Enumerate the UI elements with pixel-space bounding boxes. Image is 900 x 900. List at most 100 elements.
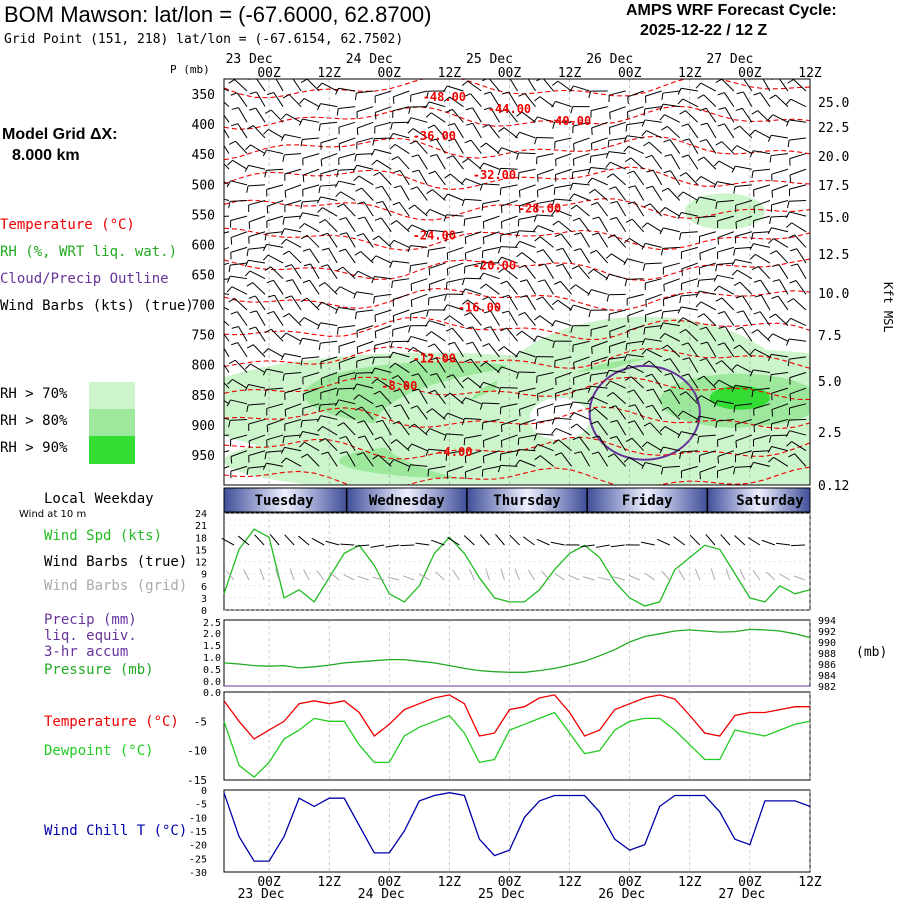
barb-flag bbox=[264, 109, 272, 114]
barb-flag bbox=[461, 199, 465, 207]
wind-barb bbox=[406, 335, 428, 343]
wind-barb bbox=[499, 184, 518, 196]
wind-barb bbox=[280, 353, 302, 361]
wind-barb bbox=[317, 322, 338, 330]
barb-flag bbox=[592, 216, 600, 220]
barb-staff bbox=[417, 373, 428, 389]
barb-staff bbox=[718, 160, 735, 170]
wind-barb bbox=[533, 116, 554, 123]
wind-barb bbox=[659, 103, 680, 111]
wind-barb bbox=[480, 361, 500, 373]
barb-staff bbox=[752, 450, 770, 453]
barb-staff bbox=[284, 353, 302, 358]
barb-staff bbox=[434, 170, 446, 186]
barb-flag bbox=[645, 154, 653, 159]
wind-barb bbox=[461, 299, 482, 311]
barb-flag bbox=[641, 130, 647, 137]
barb-staff bbox=[410, 117, 428, 123]
barb-staff bbox=[482, 418, 500, 424]
barb-staff bbox=[428, 293, 446, 299]
wind-barb bbox=[248, 450, 266, 463]
wind-barb bbox=[788, 403, 807, 415]
barb-staff bbox=[483, 381, 500, 389]
barb-flag bbox=[425, 331, 432, 337]
barb-staff bbox=[682, 98, 699, 108]
grid-barb-staff bbox=[612, 576, 625, 581]
wind-barb bbox=[644, 309, 662, 322]
barb-flag bbox=[357, 216, 365, 220]
barb-staff bbox=[374, 367, 392, 374]
wind-barb bbox=[789, 153, 807, 166]
barb-flag bbox=[338, 362, 341, 370]
temperature-contour bbox=[224, 166, 810, 191]
barb-flag bbox=[592, 435, 600, 439]
pressure-tick: 650 bbox=[192, 268, 215, 283]
wind-barb bbox=[642, 262, 662, 271]
barb-staff bbox=[338, 153, 356, 159]
wind-barb bbox=[302, 248, 320, 264]
barb-staff bbox=[306, 297, 320, 311]
wind-barb bbox=[500, 108, 518, 123]
barb-flag bbox=[679, 232, 682, 240]
barb-staff bbox=[410, 335, 428, 342]
barb-flag bbox=[479, 183, 483, 191]
barb-staff bbox=[356, 372, 374, 374]
barb-staff bbox=[518, 387, 536, 393]
barb-flag bbox=[445, 108, 453, 113]
barb-flag bbox=[699, 253, 701, 261]
wind-barb bbox=[643, 325, 662, 335]
barb-staff bbox=[609, 121, 626, 128]
wind-barb bbox=[537, 387, 554, 401]
barb-staff bbox=[346, 232, 356, 248]
wind-barb bbox=[767, 446, 789, 453]
barb-staff bbox=[253, 125, 266, 139]
barb-flag bbox=[390, 122, 393, 130]
barb-staff bbox=[699, 465, 717, 473]
wind-barb bbox=[266, 434, 284, 447]
barb-flag bbox=[318, 123, 321, 131]
wind-barb bbox=[228, 199, 248, 209]
wind-barb bbox=[663, 358, 681, 373]
barb-staff bbox=[760, 295, 771, 311]
barb-staff bbox=[717, 274, 734, 280]
wind-barb bbox=[554, 233, 572, 248]
barb-staff bbox=[741, 107, 753, 123]
barb-staff bbox=[626, 121, 644, 126]
wind-barb bbox=[789, 372, 807, 385]
barb-staff bbox=[680, 87, 698, 92]
barb-staff bbox=[706, 122, 717, 139]
barb-staff bbox=[248, 403, 266, 406]
grid-wind-barb bbox=[289, 568, 295, 581]
barb-flag bbox=[659, 227, 664, 235]
barb-flag bbox=[515, 131, 520, 139]
wind-barb bbox=[713, 379, 735, 389]
wind-barb bbox=[659, 322, 680, 330]
wind-barb bbox=[753, 418, 771, 433]
barb-staff bbox=[411, 443, 428, 452]
barb-flag bbox=[718, 326, 726, 329]
wind-barb bbox=[356, 356, 374, 369]
barb-flag bbox=[551, 417, 556, 425]
wind-barb bbox=[226, 275, 248, 283]
barb-staff bbox=[773, 456, 789, 467]
barb-staff bbox=[447, 465, 464, 473]
barb-staff bbox=[705, 107, 717, 123]
wind-barb bbox=[446, 465, 464, 479]
barb-staff bbox=[742, 91, 753, 107]
wind-barb bbox=[249, 310, 266, 326]
barb-staff bbox=[356, 137, 374, 143]
barb-flag bbox=[641, 441, 648, 448]
barb-staff bbox=[338, 387, 356, 390]
barb-flag bbox=[771, 190, 774, 198]
weekday-label: Wednesday bbox=[369, 493, 445, 509]
barb-staff bbox=[544, 279, 554, 295]
barb-flag bbox=[609, 435, 617, 439]
barb-flag bbox=[785, 338, 790, 346]
barb-staff bbox=[435, 138, 446, 154]
grid-barb-staff bbox=[582, 576, 595, 581]
wind-barb bbox=[785, 317, 807, 327]
barb-staff bbox=[543, 79, 554, 92]
barb-staff bbox=[526, 295, 536, 311]
rh-area bbox=[674, 424, 810, 485]
sfc-barb-staff bbox=[269, 533, 280, 546]
